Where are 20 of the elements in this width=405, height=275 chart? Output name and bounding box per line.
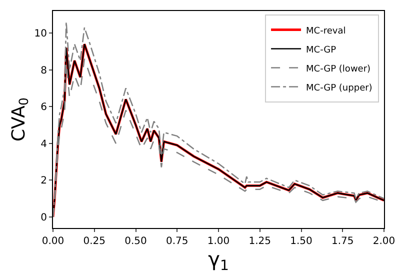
legend-label: MC-reval	[306, 26, 346, 36]
x-tick-label: 1.25	[248, 236, 272, 247]
x-tick-label: 2.00	[372, 236, 396, 247]
legend-label: MC-GP	[306, 45, 337, 56]
legend-label: MC-GP (upper)	[306, 83, 372, 94]
x-tick-label: 0.25	[83, 236, 106, 247]
legend-label: MC-GP (lower)	[306, 64, 371, 74]
y-tick-label: 2	[40, 176, 47, 187]
x-tick-label: 1.50	[290, 236, 312, 247]
y-tick-label: 0	[40, 212, 47, 224]
x-tick-label: 0.00	[42, 236, 64, 247]
x-tick-label: 0.50	[124, 236, 147, 247]
x-axis-title: γ$_{1}$	[208, 247, 229, 274]
x-tick-label: 1.75	[331, 236, 354, 247]
x-tick-label: 1.00	[207, 236, 230, 247]
y-tick-label: 10	[34, 28, 47, 40]
x-tick-label: 0.75	[166, 236, 188, 247]
y-tick-label: 8	[40, 65, 47, 76]
y-tick-label: 6	[40, 102, 47, 114]
y-tick-label: 4	[40, 138, 47, 150]
